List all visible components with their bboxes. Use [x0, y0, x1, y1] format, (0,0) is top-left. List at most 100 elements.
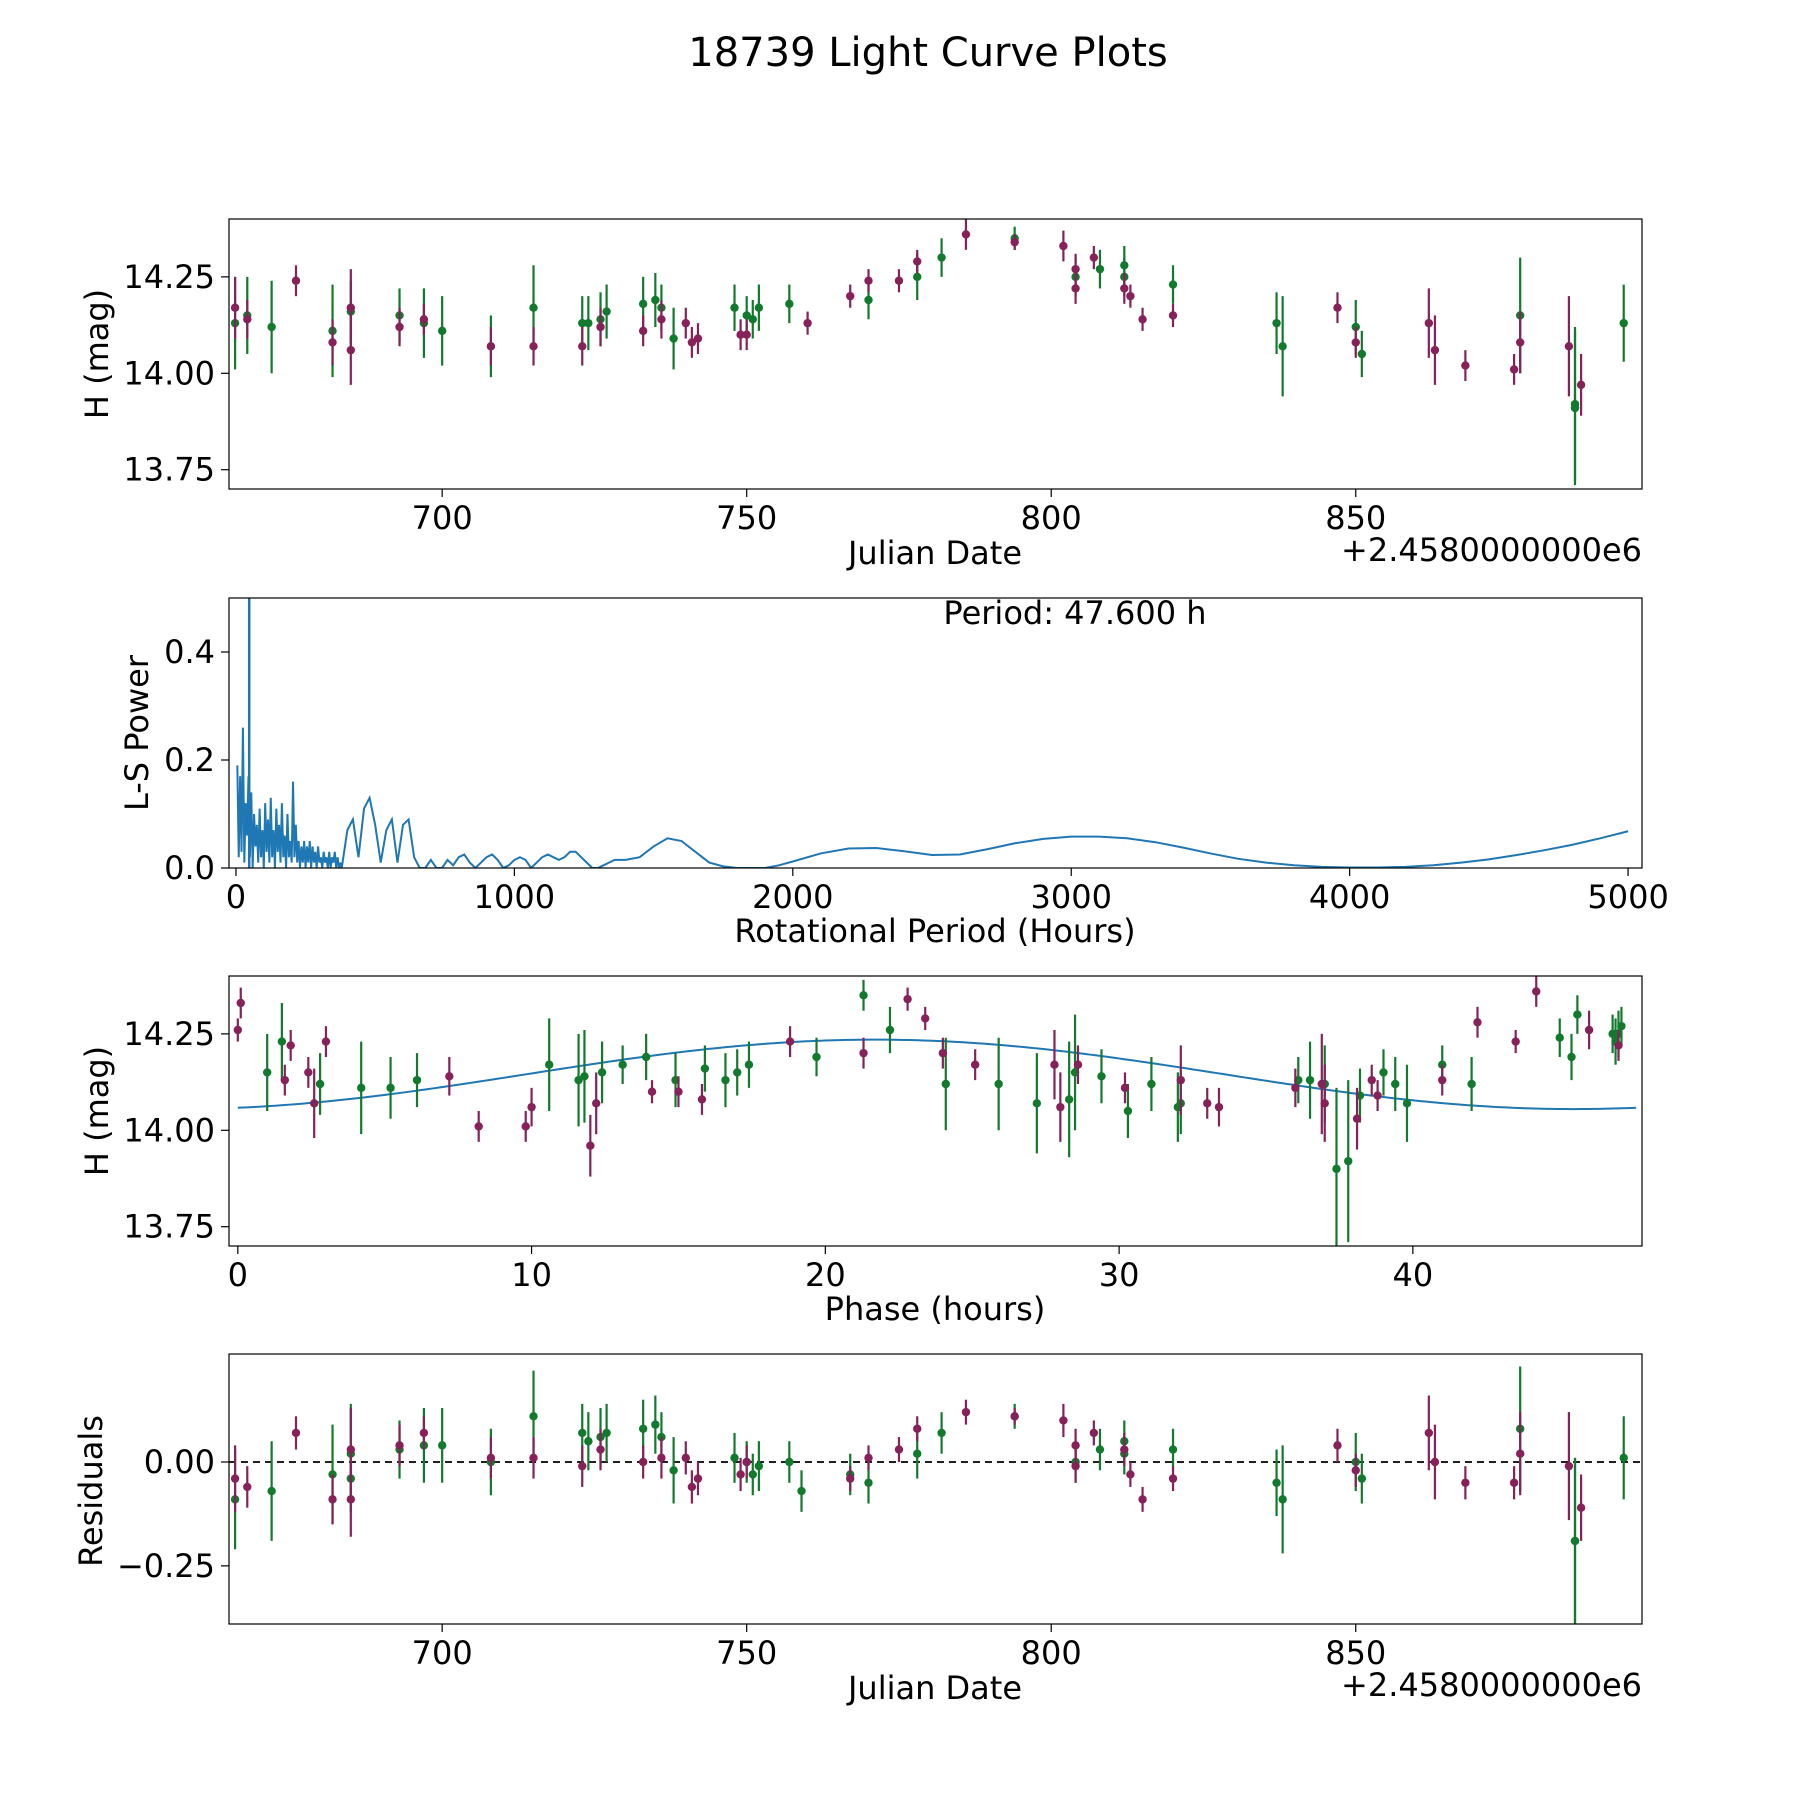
green-data-point [580, 1072, 589, 1081]
maroon-data-point [243, 315, 252, 324]
green-data-point [785, 299, 794, 309]
y-tick-label: 14.00 [123, 354, 215, 392]
y-tick-label: 13.75 [123, 451, 215, 489]
maroon-data-point [1333, 1441, 1342, 1450]
maroon-data-point [1214, 1102, 1224, 1112]
green-data-point [730, 1453, 739, 1463]
maroon-data-point [742, 330, 751, 339]
green-data-point [730, 303, 739, 312]
maroon-data-point [521, 1122, 530, 1131]
maroon-data-point [1430, 1457, 1440, 1467]
x-tick-label: 0 [228, 1256, 248, 1294]
maroon-data-point [687, 338, 697, 347]
maroon-data-point [1576, 380, 1586, 390]
maroon-data-point [1564, 1461, 1574, 1471]
maroon-data-point [529, 1453, 538, 1463]
x-tick-label: 700 [412, 499, 473, 537]
green-data-point [994, 1079, 1003, 1089]
green-data-point [1379, 1068, 1388, 1077]
green-data-point [1123, 1106, 1133, 1116]
green-data-point [315, 1079, 325, 1089]
green-data-point [618, 1060, 627, 1069]
maroon-data-point [291, 276, 301, 285]
period-annotation: Period: 47.600 h [943, 594, 1206, 632]
maroon-data-point [1511, 1037, 1520, 1046]
maroon-data-point [1430, 345, 1440, 355]
green-data-point [584, 318, 593, 328]
maroon-data-point [1089, 1428, 1099, 1438]
maroon-data-point [243, 1482, 252, 1492]
green-data-point [700, 1064, 710, 1073]
maroon-data-point [657, 315, 666, 324]
periodogram-line [236, 727, 1629, 868]
periodogram-ticks: 0 1000 2000 3000 4000 5000 0.0 0.2 0.4 [164, 633, 1669, 916]
maroon-data-point [921, 1014, 930, 1023]
maroon-data-point [638, 1457, 648, 1467]
maroon-data-point [1576, 1503, 1586, 1512]
x-tick-label: 800 [1021, 499, 1082, 537]
y-tick-label: 0.00 [144, 1443, 215, 1481]
green-data-point [641, 1052, 651, 1062]
maroon-data-point [1515, 1449, 1525, 1458]
maroon-data-point [1138, 1495, 1147, 1504]
maroon-data-point [859, 1048, 868, 1058]
green-data-point [1272, 318, 1281, 328]
green-data-point [754, 1461, 764, 1471]
maroon-data-point [395, 1441, 404, 1450]
green-data-point [785, 1457, 794, 1467]
maroon-data-point [1424, 318, 1434, 328]
x-tick-label: 10 [511, 1256, 552, 1294]
green-data-point [651, 295, 660, 305]
maroon-data-point [328, 338, 337, 347]
green-data-point [1097, 1072, 1106, 1081]
y-tick-label: −0.25 [117, 1547, 215, 1585]
green-data-point [638, 1424, 648, 1433]
maroon-data-point [864, 1453, 873, 1463]
maroon-data-point [864, 276, 873, 285]
green-data-point [412, 1075, 422, 1085]
green-data-point [754, 303, 764, 312]
maroon-data-point [346, 345, 356, 355]
maroon-data-point [304, 1068, 313, 1077]
periodogram-marks [236, 598, 1629, 868]
maroon-data-point [346, 303, 356, 312]
maroon-data-point [903, 994, 912, 1004]
maroon-data-point [1351, 1466, 1360, 1475]
green-data-point [1619, 1453, 1628, 1463]
maroon-data-point [1564, 342, 1574, 351]
maroon-data-point [1373, 1091, 1382, 1100]
maroon-data-point [681, 1453, 690, 1463]
maroon-data-point [1059, 1416, 1068, 1425]
green-data-point [1555, 1033, 1564, 1042]
maroon-data-point [346, 1445, 356, 1454]
phased-xlabel: Phase (hours) [825, 1290, 1046, 1328]
maroon-data-point [445, 1072, 454, 1081]
x-tick-label: 0 [226, 878, 246, 916]
maroon-data-point [1126, 291, 1135, 301]
maroon-data-point [1120, 284, 1129, 293]
x-tick-label: 4000 [1309, 878, 1390, 916]
green-data-point [1357, 349, 1367, 359]
green-data-point [651, 1420, 660, 1429]
lightcurve-axes-frame [228, 218, 1643, 490]
x-tick-label: 3000 [1031, 878, 1112, 916]
maroon-data-point [596, 322, 605, 332]
phased-marks [233, 976, 1637, 1246]
green-data-point [578, 318, 587, 328]
residuals-xlabel: Julian Date [846, 1669, 1022, 1707]
maroon-data-point [697, 1095, 707, 1104]
maroon-data-point [1120, 1083, 1130, 1093]
periodogram-ylabel: L-S Power [118, 654, 156, 811]
y-tick-label: 13.75 [123, 1208, 215, 1246]
green-data-point [356, 1083, 366, 1093]
green-data-point [721, 1075, 730, 1085]
maroon-data-point [1644, 1487, 1652, 1495]
green-data-point [1617, 1021, 1626, 1031]
maroon-data-point [1351, 338, 1360, 347]
green-data-point [733, 1068, 742, 1077]
maroon-data-point [693, 334, 703, 343]
green-data-point [1272, 1478, 1281, 1487]
x-tick-label: 2000 [752, 878, 833, 916]
